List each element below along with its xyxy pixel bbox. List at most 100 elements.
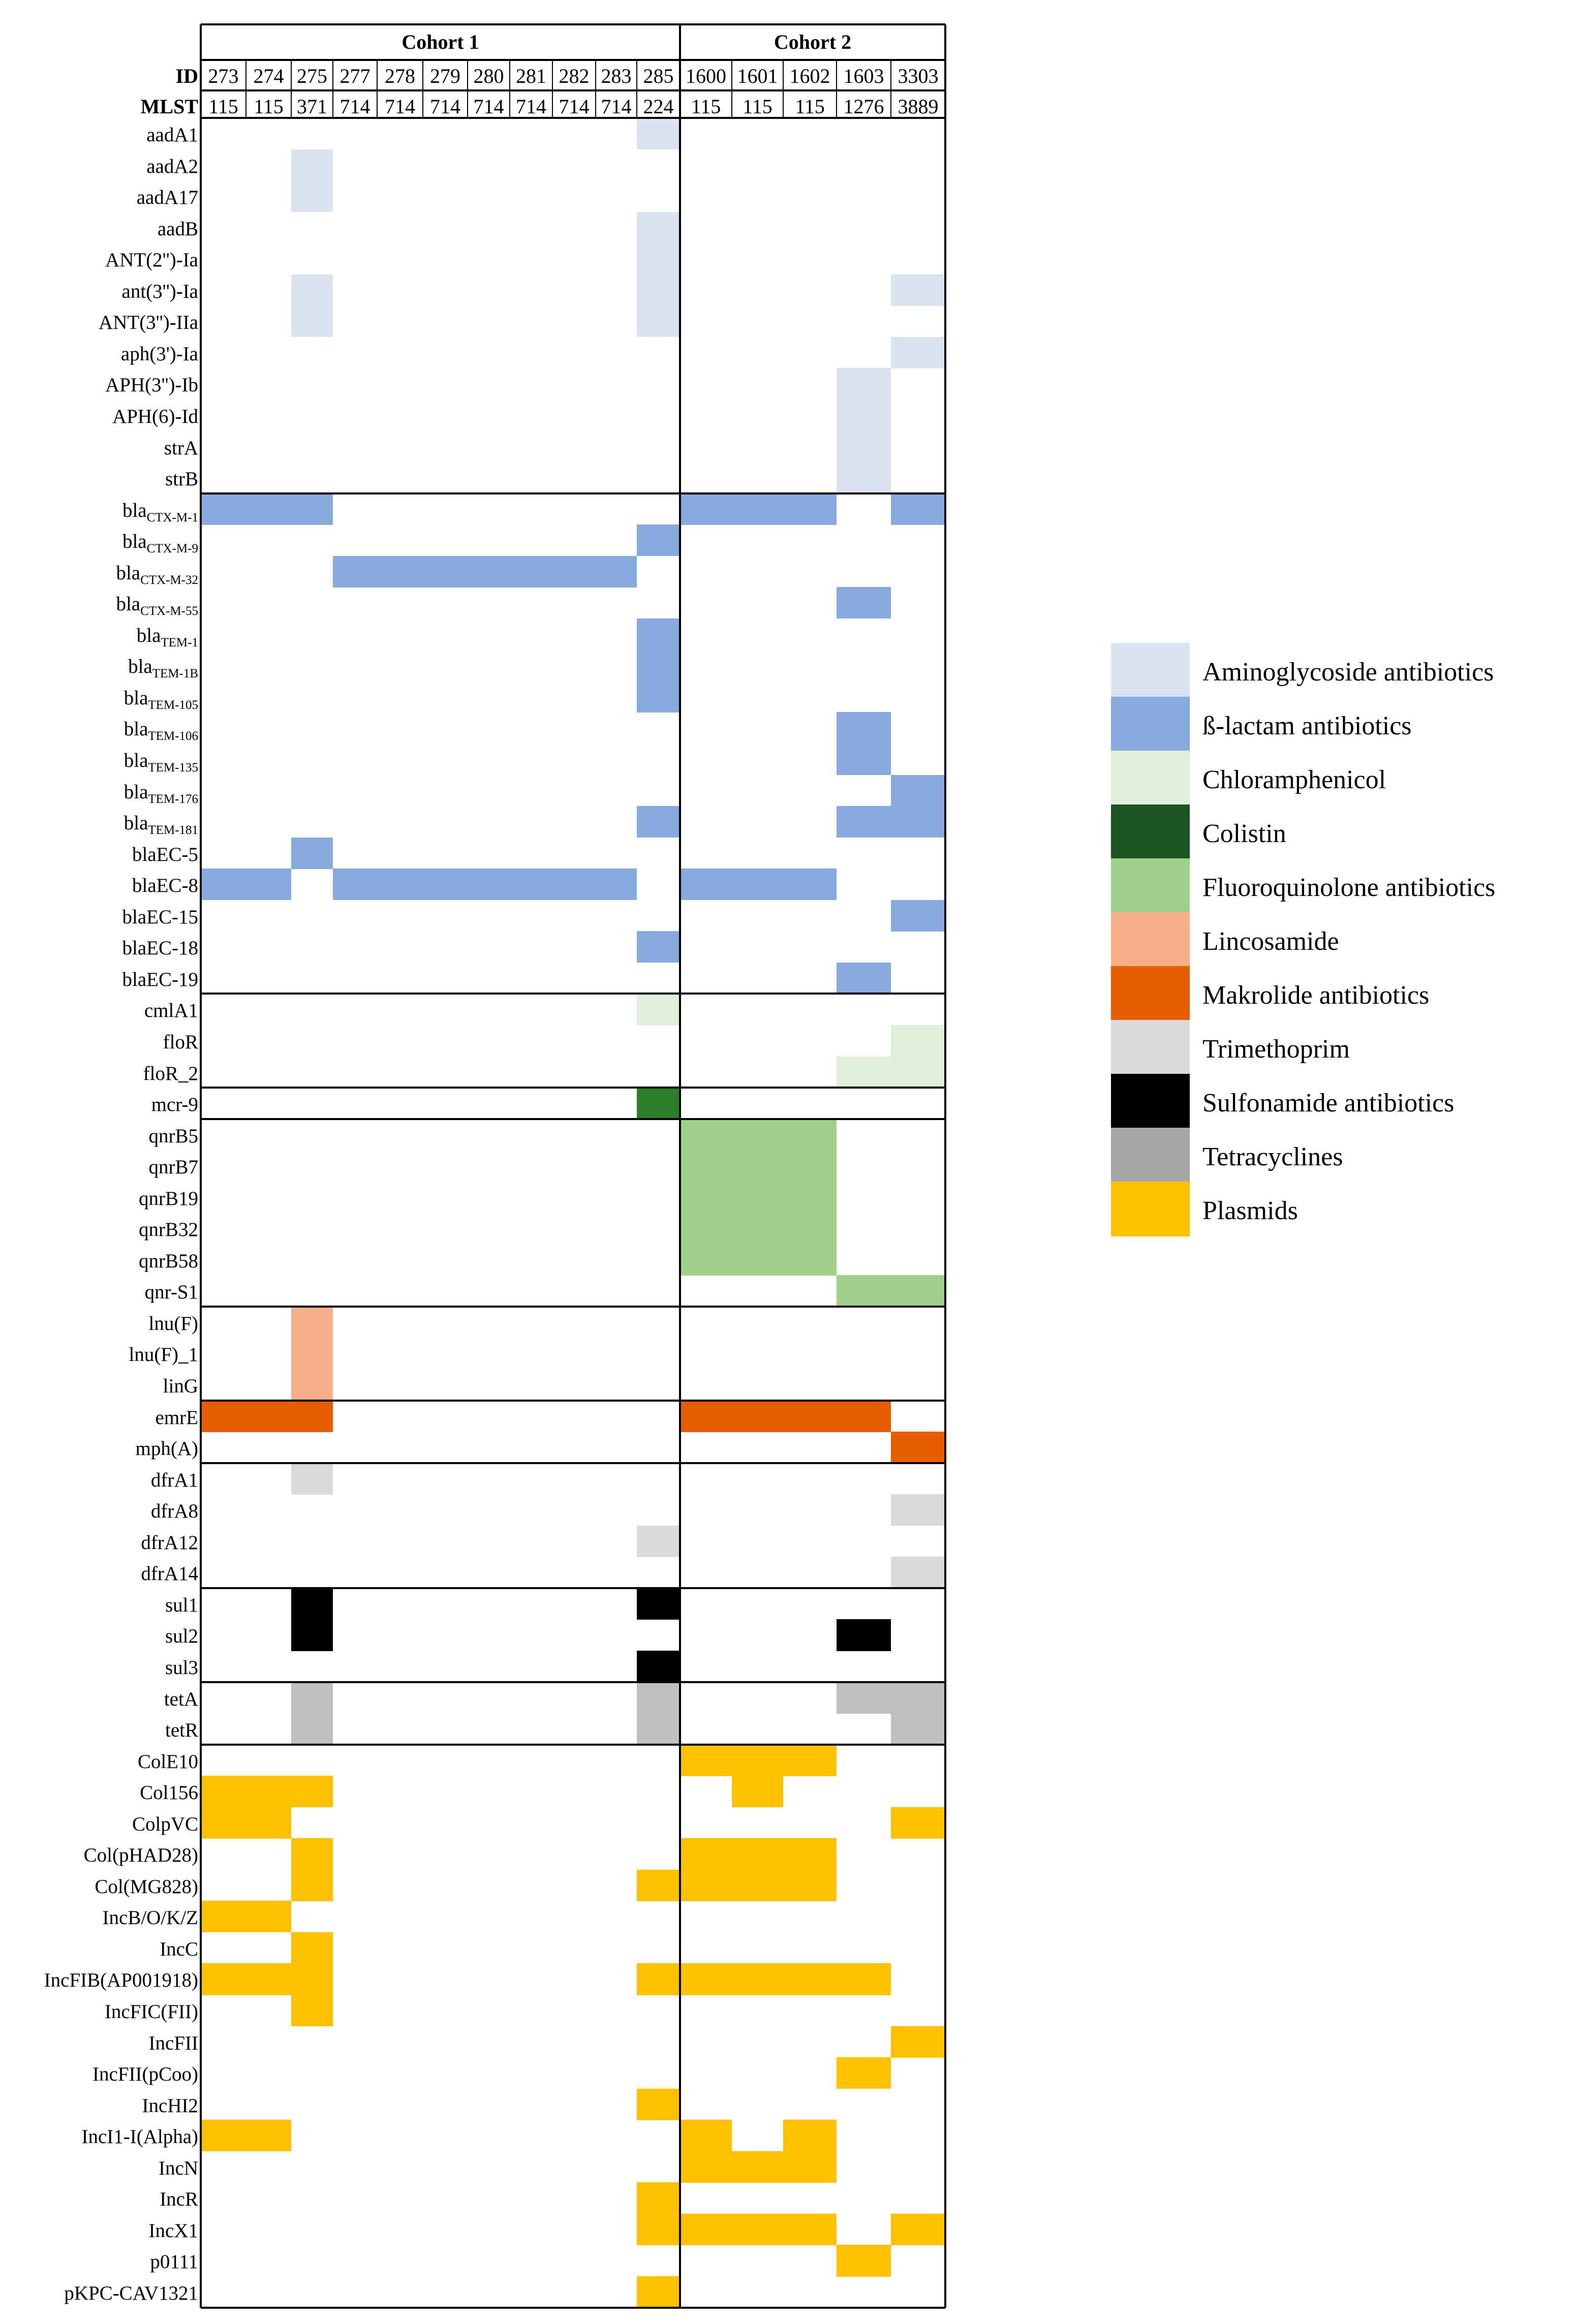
gene-label: blaEC-19: [122, 970, 198, 989]
gene-present-cell: [732, 1150, 783, 1182]
gene-name: blaEC-8: [132, 875, 198, 897]
legend-item: Sulfonamide antibiotics: [1111, 1074, 1576, 1129]
gene-label: blaTEM-1B: [128, 657, 198, 680]
group-divider: [201, 1305, 945, 1308]
gene-name: APH(3'')-Ib: [105, 374, 198, 396]
gene-present-cell: [291, 149, 333, 181]
gene-present-cell: [732, 1838, 783, 1870]
gene-present-cell: [783, 2213, 837, 2245]
gene-name: lnu(F): [148, 1312, 199, 1335]
header-column-divider: [836, 60, 837, 118]
gene-name: aadA17: [136, 187, 198, 209]
group-divider: [201, 1681, 945, 1683]
legend-item: Makrolide antibiotics: [1111, 966, 1576, 1021]
gene-present-cell: [291, 1869, 333, 1901]
legend-item: Lincosamide: [1111, 912, 1576, 967]
gene-label: Col(pHAD28): [84, 1845, 198, 1865]
gene-name: bla: [122, 531, 147, 553]
gene-present-cell: [783, 869, 837, 901]
gene-present-cell: [837, 806, 891, 838]
group-divider: [201, 1087, 945, 1089]
gene-present-cell: [680, 2120, 732, 2152]
gene-name: bla: [123, 687, 148, 709]
legend-swatch: [1111, 643, 1190, 698]
gene-label: aadA1: [146, 125, 198, 145]
gene-label: IncR: [160, 2189, 198, 2209]
gene-label: aadA2: [146, 157, 198, 176]
gene-name: bla: [136, 624, 161, 646]
isolate-id: 281: [516, 65, 546, 87]
gene-present-cell: [680, 1400, 732, 1432]
gene-label: ANT(2'')-Ia: [105, 250, 198, 270]
gene-present-cell: [637, 994, 680, 1026]
legend-item: Fluoroquinolone antibiotics: [1111, 858, 1576, 913]
gene-present-cell: [291, 1995, 333, 2027]
gene-name: bla: [122, 499, 147, 521]
gene-present-cell: [201, 869, 246, 901]
header-divider: [201, 89, 945, 91]
gene-present-cell: [891, 1682, 945, 1714]
gene-label: sul3: [165, 1658, 198, 1678]
isolate-mlst: 115: [743, 95, 772, 118]
gene-subscript: TEM-105: [148, 698, 198, 712]
gene-present-cell: [291, 1619, 333, 1651]
gene-present-cell: [891, 493, 945, 525]
gene-name: IncN: [159, 2157, 198, 2179]
gene-label: IncI1-I(Alpha): [81, 2127, 198, 2147]
gene-label: tetA: [164, 1689, 198, 1709]
gene-present-cell: [596, 555, 637, 587]
gene-present-cell: [732, 1744, 783, 1776]
gene-present-cell: [837, 399, 891, 431]
isolate-mlst: 1276: [843, 95, 884, 118]
legend-item: Plasmids: [1111, 1182, 1576, 1236]
gene-present-cell: [837, 1682, 891, 1714]
gene-present-cell: [201, 1963, 246, 1995]
header-divider: [201, 59, 945, 61]
gene-present-cell: [377, 869, 423, 901]
gene-label: mcr-9: [151, 1095, 198, 1114]
gene-name: bla: [128, 656, 152, 678]
gene-present-cell: [680, 1244, 732, 1276]
gene-name: bla: [123, 812, 148, 834]
gene-label: blaCTX-M-1: [122, 501, 198, 524]
gene-present-cell: [246, 1776, 291, 1808]
header-column-divider: [332, 60, 333, 118]
gene-name: aadA1: [146, 124, 198, 146]
gene-label: blaTEM-135: [124, 751, 198, 774]
gene-present-cell: [680, 1150, 732, 1182]
gene-present-cell: [891, 274, 945, 306]
gene-label: IncB/O/K/Z: [103, 1908, 198, 1928]
gene-label: qnrB32: [139, 1220, 198, 1240]
legend-swatch: [1111, 804, 1190, 859]
gene-present-cell: [637, 305, 680, 337]
gene-present-cell: [837, 712, 891, 744]
gene-present-cell: [201, 1400, 246, 1432]
isolate-id: 278: [385, 65, 415, 87]
gene-name: bla: [123, 718, 148, 740]
gene-name: tetR: [165, 1719, 198, 1742]
table-left-border: [200, 24, 202, 2308]
gene-name: linG: [163, 1375, 198, 1397]
gene-present-cell: [637, 2088, 680, 2120]
gene-present-cell: [783, 1838, 837, 1870]
gene-label: ant(3'')-Ia: [122, 282, 198, 301]
gene-present-cell: [837, 962, 891, 994]
legend-swatch: [1111, 912, 1190, 967]
gene-name: Col156: [140, 1782, 198, 1804]
gene-label: sul1: [165, 1595, 198, 1615]
legend-swatch: [1111, 966, 1190, 1021]
isolate-id: 1603: [843, 65, 884, 87]
gene-present-cell: [637, 1869, 680, 1901]
gene-subscript: CTX-M-32: [140, 573, 198, 587]
gene-label: aadA17: [137, 188, 198, 207]
gene-present-cell: [837, 2245, 891, 2277]
gene-present-cell: [510, 869, 552, 901]
gene-present-cell: [680, 1181, 732, 1213]
gene-present-cell: [246, 1901, 291, 1933]
isolate-mlst: 115: [795, 95, 825, 118]
gene-present-cell: [637, 1963, 680, 1995]
gene-present-cell: [552, 555, 596, 587]
group-divider: [201, 1462, 945, 1464]
gene-present-cell: [291, 1369, 333, 1401]
